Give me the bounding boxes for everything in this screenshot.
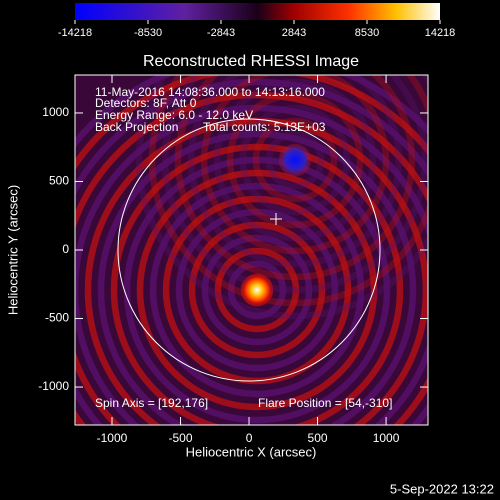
pattern-ring [200,75,390,255]
solar-limb [117,118,381,382]
annotation: Total counts: 5.13E+03 [203,120,326,134]
pattern-ring [75,78,428,425]
x-tick-label: 500 [308,431,328,445]
y-tick-label: 500 [49,174,69,188]
annotation: 11-May-2016 14:08:36.000 to 14:13:16.000 [95,85,325,99]
y-tick-label: -1000 [38,379,69,393]
pattern-ring [75,104,428,425]
pattern-ring [123,156,391,424]
pattern-ring [265,130,325,190]
y-axis-label: Heliocentric Y (arcsec) [5,185,20,315]
y-tick-label: -500 [45,311,69,325]
pattern-ring [239,104,351,216]
pattern-ring [161,75,428,294]
pattern-ring [214,247,300,333]
pattern-ring [149,182,365,398]
colorbar-tick-label: -14218 [58,27,92,39]
image [75,75,428,425]
pattern-ring [135,75,428,320]
y-tick-label: 1000 [42,105,69,119]
pattern-ring [97,130,417,425]
pattern-ring [148,75,428,307]
pattern-ring [227,260,287,320]
annotation: Flare Position = [54,-310] [258,396,392,410]
x-tick-label: 0 [246,431,253,445]
pattern-ring [213,78,377,242]
spin-axis-marker [270,213,282,225]
colorbar-tick-label: 2843 [282,27,306,39]
x-tick-label: 1000 [373,431,400,445]
pattern-ring [110,143,404,425]
x-tick-label: -1000 [97,431,128,445]
pattern-ring [226,91,364,229]
y-tick-label: 0 [62,242,69,256]
pattern-ring [252,117,338,203]
annotation: Back Projection [95,120,178,134]
pattern-ring [188,221,326,359]
x-axis-label: Heliocentric X (arcsec) [186,444,317,459]
annotation: Energy Range: 6.0 - 12.0 keV [95,108,253,122]
colorbar-tick-label: -2843 [207,27,235,39]
colorbar-tick-label: 14218 [425,27,456,39]
chart-title: Reconstructed RHESSI Image [143,53,359,70]
colorbar-tick-label: 8530 [355,27,379,39]
colorbar [75,3,440,20]
x-tick-label: -500 [169,431,193,445]
colorbar-tick-label: -8530 [134,27,162,39]
footer: 5-Sep-2022 13:22 [390,481,494,496]
annotation: Detectors: 8F, Att 0 [95,96,197,110]
pattern-ring [75,91,428,425]
annotation: Spin Axis = [192,176] [95,396,208,410]
pattern-ring [175,208,339,372]
pattern-ring [174,75,416,281]
pattern-ring [201,234,313,346]
pattern-ring [187,75,403,268]
pattern-ring [84,117,428,425]
